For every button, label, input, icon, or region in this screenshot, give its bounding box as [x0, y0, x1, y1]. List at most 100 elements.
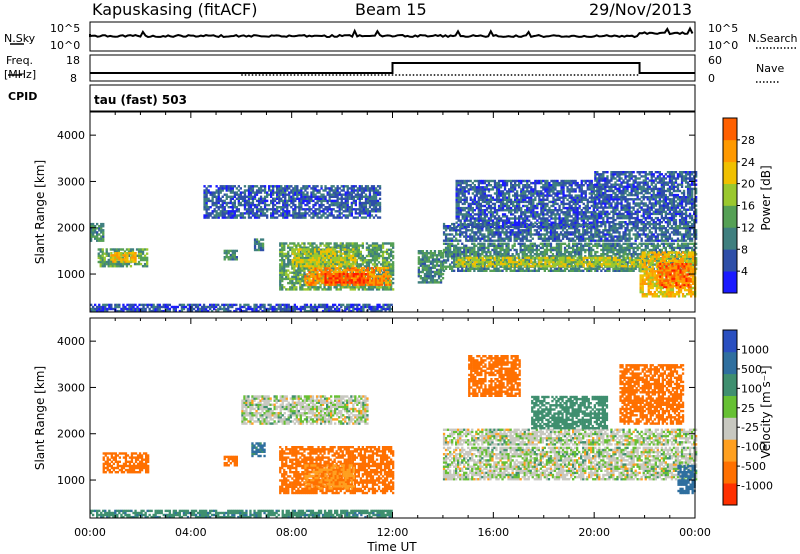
power-cell — [364, 279, 368, 282]
power-cell — [481, 260, 484, 264]
power-cell — [297, 256, 300, 260]
power-cell — [592, 255, 595, 258]
power-cell — [332, 273, 335, 276]
power-cell — [586, 256, 589, 260]
power-cell — [582, 227, 585, 230]
power-cell — [444, 261, 448, 264]
power-cell — [96, 233, 99, 236]
power-cell — [600, 248, 603, 252]
power-cell — [541, 237, 544, 240]
power-cell — [348, 250, 351, 253]
power-cell — [479, 253, 482, 256]
power-cell — [299, 250, 302, 254]
power-cell — [423, 277, 427, 280]
power-cell — [691, 248, 694, 252]
power-cell — [507, 253, 510, 256]
power-cell — [505, 259, 508, 262]
power-cell — [628, 244, 631, 247]
power-cell — [353, 288, 356, 291]
power-cell — [495, 267, 498, 270]
power-cell — [362, 266, 366, 270]
power-cell — [643, 251, 646, 254]
power-cell — [253, 242, 257, 245]
power-cell — [435, 256, 439, 259]
power-cell — [437, 264, 441, 267]
power-cell — [531, 255, 534, 258]
power-cell — [526, 260, 529, 264]
power-cell — [642, 229, 645, 232]
power-cell — [493, 227, 496, 230]
power-cell — [545, 267, 549, 270]
power-cell — [289, 246, 292, 249]
power-cell — [630, 257, 633, 260]
power-cell — [683, 269, 686, 272]
power-cell — [622, 246, 625, 250]
power-cell — [381, 244, 385, 247]
power-cell — [281, 244, 284, 247]
power-cell — [344, 277, 347, 280]
power-cell — [549, 244, 553, 247]
power-cell — [685, 279, 688, 282]
power-cell — [287, 275, 290, 279]
power-cell — [681, 267, 684, 270]
power-cell — [427, 260, 431, 263]
power-cell — [663, 253, 666, 256]
power-cell — [307, 250, 311, 253]
power-cell — [676, 246, 680, 250]
power-cell — [501, 255, 504, 258]
power-cell — [651, 284, 654, 288]
power-cell — [114, 256, 117, 259]
power-cell — [618, 244, 621, 247]
power-cell — [586, 244, 589, 247]
power-cell — [574, 239, 577, 242]
power-cell — [493, 239, 496, 242]
power-cell — [639, 278, 642, 281]
power-cell — [143, 254, 147, 257]
power-cell — [671, 293, 675, 296]
power-cell — [669, 285, 672, 289]
power-cell — [606, 229, 609, 232]
power-cell — [620, 267, 623, 270]
power-cell — [519, 244, 522, 247]
power-cell — [94, 229, 97, 232]
power-cell — [531, 244, 534, 247]
power-cell — [335, 244, 338, 247]
power-cell — [383, 259, 387, 262]
power-cell — [380, 275, 384, 278]
power-cell — [681, 293, 685, 296]
power-cell — [419, 277, 422, 280]
power-cell — [334, 258, 337, 262]
power-cell — [655, 278, 658, 281]
power-cell — [539, 246, 542, 250]
power-cell — [624, 237, 627, 240]
power-cell — [344, 256, 347, 260]
power-cell — [429, 277, 433, 280]
power-cell — [493, 246, 496, 250]
power-cell — [685, 253, 689, 256]
power-cell — [541, 255, 544, 258]
power-cell — [287, 254, 290, 258]
power-cell — [457, 261, 460, 264]
power-cell — [538, 265, 541, 268]
power-cell — [649, 276, 652, 279]
power-cell — [616, 258, 620, 262]
power-cell — [444, 248, 448, 252]
nsky-panel — [89, 21, 696, 52]
power-cell — [596, 256, 599, 260]
power-cell — [371, 256, 375, 260]
power-cell — [525, 248, 528, 252]
power-cell — [373, 254, 377, 258]
power-cell — [643, 263, 646, 267]
power-cell — [547, 237, 551, 240]
power-cell — [620, 265, 624, 268]
power-cell — [523, 269, 526, 272]
power-cell — [487, 239, 490, 242]
power-cell — [381, 259, 385, 262]
power-cell — [318, 273, 321, 276]
power-cell — [653, 253, 656, 256]
power-cell — [281, 252, 284, 256]
power-cell — [120, 258, 123, 261]
power-cell — [471, 246, 474, 250]
power-cell — [521, 250, 524, 254]
power-cell — [582, 233, 585, 236]
